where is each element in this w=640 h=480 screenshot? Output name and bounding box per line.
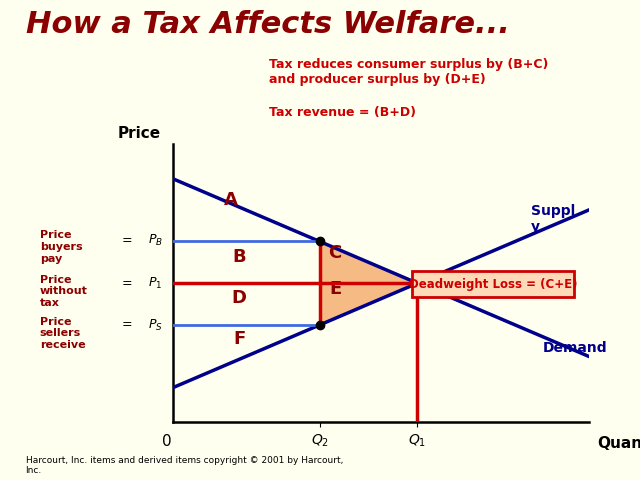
Text: Tax revenue = (B+D): Tax revenue = (B+D) xyxy=(269,106,416,119)
Text: D: D xyxy=(232,288,247,307)
Text: $P_B$: $P_B$ xyxy=(148,232,163,248)
Text: 0: 0 xyxy=(162,433,172,448)
Text: F: F xyxy=(233,330,246,348)
Text: E: E xyxy=(329,280,341,299)
Text: =: = xyxy=(122,318,132,332)
Text: Price
buyers
pay: Price buyers pay xyxy=(40,230,83,264)
Text: $P_1$: $P_1$ xyxy=(148,276,162,291)
Text: How a Tax Affects Welfare...: How a Tax Affects Welfare... xyxy=(26,10,509,38)
Text: $P_S$: $P_S$ xyxy=(148,317,163,333)
Text: Suppl
y: Suppl y xyxy=(531,204,575,234)
Text: Price
without
tax: Price without tax xyxy=(40,275,88,308)
Text: =: = xyxy=(122,234,132,247)
Text: Price: Price xyxy=(117,126,161,141)
Text: Demand: Demand xyxy=(543,341,607,355)
FancyBboxPatch shape xyxy=(412,271,574,297)
Text: A: A xyxy=(224,191,238,209)
Text: B: B xyxy=(232,248,246,266)
Text: =: = xyxy=(122,276,132,290)
Polygon shape xyxy=(319,241,417,325)
Text: Tax reduces consumer surplus by (B+C)
and producer surplus by (D+E): Tax reduces consumer surplus by (B+C) an… xyxy=(269,58,548,85)
Text: C: C xyxy=(328,244,342,262)
Text: Harcourt, Inc. items and derived items copyright © 2001 by Harcourt,
Inc.: Harcourt, Inc. items and derived items c… xyxy=(26,456,343,475)
Text: Price
sellers
receive: Price sellers receive xyxy=(40,317,85,350)
Text: Deadweight Loss = (C+E): Deadweight Loss = (C+E) xyxy=(409,277,577,290)
Text: Quantity: Quantity xyxy=(597,436,640,451)
